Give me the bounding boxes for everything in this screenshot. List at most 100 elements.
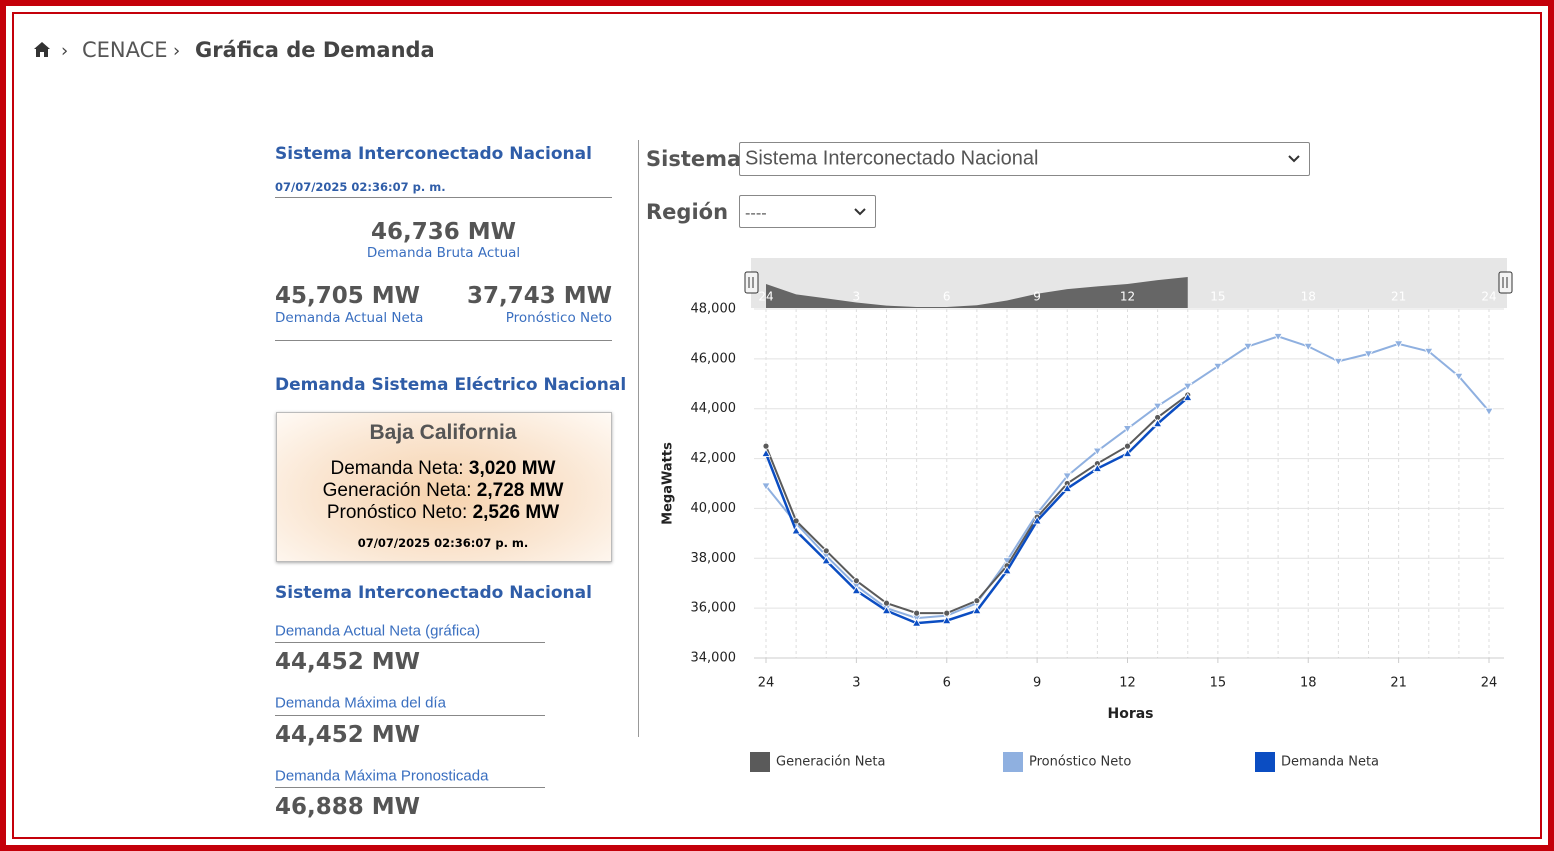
series-marker <box>1393 340 1404 349</box>
x-tick-label: 21 <box>1390 676 1407 691</box>
series-marker <box>1454 372 1464 382</box>
select-value: Sistema Interconectado Nacional <box>745 147 1039 170</box>
chevron <box>1288 155 1300 163</box>
separator: › <box>173 40 181 62</box>
navigator-label: 24 <box>758 290 773 304</box>
series-marker <box>1063 480 1071 487</box>
net-value: 45,705 MW <box>275 283 421 309</box>
series-marker <box>1062 472 1072 481</box>
divider <box>275 197 612 198</box>
card-row: Pronóstico Neto: 2,526 MW <box>276 502 610 524</box>
sin-value: 44,452 MW <box>275 649 421 675</box>
x-tick-label: 24 <box>1481 676 1498 691</box>
row-value: 3,020 MW <box>468 458 556 479</box>
legend-label: Generación Neta <box>776 755 886 770</box>
series-marker <box>1032 516 1042 525</box>
series-marker <box>762 442 770 450</box>
legend-label: Pronóstico Neto <box>1029 755 1131 770</box>
y-axis-title: MegaWatts <box>661 442 676 525</box>
series-marker <box>1002 565 1012 575</box>
chevron <box>854 208 866 216</box>
panel-divider <box>638 140 639 737</box>
gross-label: Demanda Bruta Actual <box>366 245 521 261</box>
series-marker <box>1484 407 1494 417</box>
national-title: Demanda Sistema Eléctrico Nacional <box>275 375 627 395</box>
series-marker <box>1333 357 1344 367</box>
series-marker <box>1183 382 1193 392</box>
series-marker <box>852 577 860 585</box>
sin-link[interactable]: Demanda Actual Neta (gráfica) <box>275 622 481 640</box>
navigator-label: 21 <box>1391 290 1406 304</box>
series-marker <box>1062 483 1072 492</box>
series-marker <box>1092 447 1103 456</box>
x-tick-label: 6 <box>943 676 951 691</box>
y-tick-label: 46,000 <box>691 351 737 366</box>
series-marker <box>881 605 892 615</box>
series-marker <box>883 599 890 607</box>
region-card[interactable] <box>276 412 612 562</box>
legend-swatch <box>750 752 770 772</box>
series-marker <box>1273 333 1283 342</box>
series-marker <box>1424 347 1434 357</box>
legend-item[interactable]: Demanda Neta <box>1255 752 1379 772</box>
series-marker <box>1152 418 1163 428</box>
select-value: ---- <box>745 204 767 222</box>
breadcrumb-link[interactable]: CENACE <box>82 38 168 62</box>
home-icon[interactable] <box>33 41 51 58</box>
series-marker <box>821 555 831 565</box>
card-timestamp: 07/07/2025 02:36:07 p. m. <box>357 536 529 550</box>
sistema-select[interactable]: Sistema Interconectado Nacional <box>739 142 1310 176</box>
y-tick-label: 38,000 <box>691 551 737 566</box>
navigator-handle[interactable] <box>744 271 759 294</box>
legend-swatch <box>1003 752 1023 772</box>
chart: 24 3 6 9 12 15 18 21 24 34,000 36,000 38,000 40,000 4… <box>661 258 1513 772</box>
series-marker <box>1092 463 1103 472</box>
legend-item[interactable]: Generación Neta <box>750 752 886 772</box>
series-marker <box>791 526 801 535</box>
series-marker <box>1122 425 1133 434</box>
series-marker <box>1213 362 1223 372</box>
series-marker <box>1363 350 1374 359</box>
card-row: Demanda Neta: 3,020 MW <box>276 458 610 480</box>
forecast-value: 37,743 MW <box>466 283 612 309</box>
sin-title: Sistema Interconectado Nacional <box>275 583 592 603</box>
navigator-label: 15 <box>1210 290 1225 304</box>
timestamp: 07/07/2025 02:36:07 p. m. <box>275 180 446 194</box>
navigator-handle[interactable] <box>1498 271 1513 294</box>
legend-item[interactable]: Pronóstico Neto <box>1003 752 1131 772</box>
sin-value: 46,888 MW <box>275 794 421 820</box>
sistema-label: Sistema <box>646 147 742 171</box>
separator: › <box>61 40 69 62</box>
series-marker <box>1183 392 1193 401</box>
series-marker <box>1154 414 1162 421</box>
series-marker <box>911 618 922 627</box>
row-value: 2,728 MW <box>476 480 564 501</box>
navigator-label: 3 <box>853 290 861 304</box>
row-label: Generación Neta: <box>322 480 472 501</box>
region-label: Región <box>646 200 729 224</box>
sin-link[interactable]: Demanda Máxima Pronosticada <box>275 767 489 785</box>
y-tick-label: 42,000 <box>691 451 737 466</box>
series-marker <box>1124 442 1131 450</box>
series-marker <box>1303 342 1313 352</box>
handle-body <box>1498 271 1513 294</box>
series-marker <box>761 482 771 491</box>
handle-body <box>744 271 759 294</box>
series-marker <box>1122 448 1133 457</box>
link-underline <box>275 642 545 643</box>
series-marker <box>942 615 952 625</box>
navigator-label: 24 <box>1481 290 1496 304</box>
x-tick-label: 18 <box>1300 676 1317 691</box>
x-axis-title: Horas <box>1107 706 1153 722</box>
sin-link[interactable]: Demanda Máxima del día <box>275 694 446 712</box>
y-tick-label: 44,000 <box>691 401 737 416</box>
series-marker <box>761 448 771 457</box>
gross-value: 46,736 MW <box>370 219 517 245</box>
row-label: Pronóstico Neto: <box>326 502 468 523</box>
series-marker <box>972 605 982 615</box>
legend-swatch <box>1255 752 1275 772</box>
region-select[interactable]: ---- <box>739 195 876 228</box>
x-tick-label: 24 <box>758 676 775 691</box>
